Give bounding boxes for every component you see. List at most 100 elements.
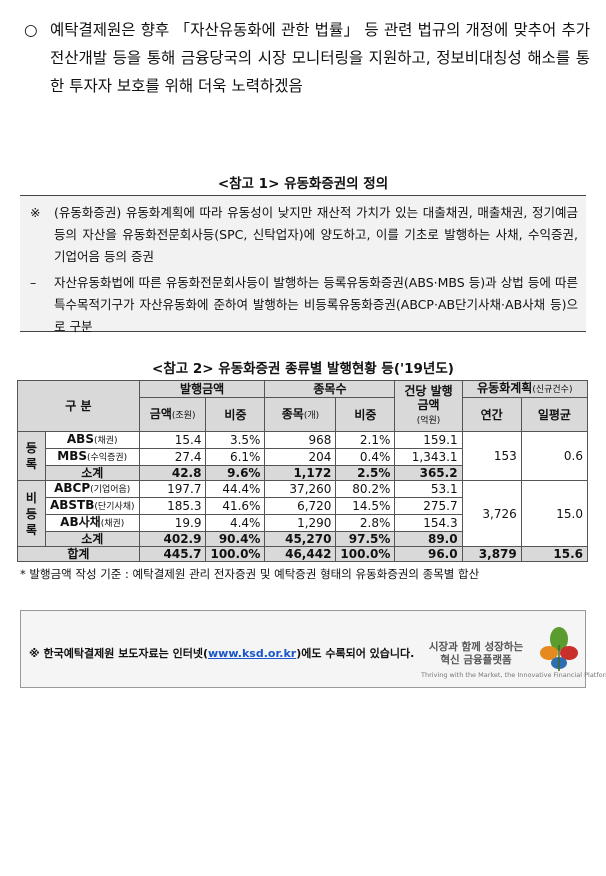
cell-count: 204 [264, 448, 337, 466]
cell-amount: 27.4 [138, 448, 207, 466]
header-amount-unit: (조원) [171, 410, 196, 421]
cell-count: 45,270 [264, 531, 337, 547]
slogan-line1: 시장과 함께 성장하는 [428, 641, 524, 653]
table-row: 비등록 ABCP(기업어음) 197.7 44.4% 37,260 80.2% … [17, 480, 589, 547]
header-plan: 유동화계획(신규건수) [461, 380, 589, 398]
header-avg-amount: 건당 발행금액 (억원) [394, 380, 463, 432]
ref1-definition: ※ (유동화증권) 유동화계획에 따라 유동성이 낮지만 재산적 가치가 있는 … [28, 202, 578, 268]
row-name-sub: (단기사채) [94, 502, 135, 512]
row-name-sub: (채권) [93, 436, 118, 446]
row-name-main: ABSTB [49, 498, 95, 512]
header-issue-amount: 발행금액 [138, 380, 266, 398]
header-share: 비중 [205, 397, 266, 432]
header-avg-unit: (억원) [416, 416, 441, 426]
row-name-sub: (채권) [100, 519, 125, 529]
banner-url-link[interactable]: www.ksd.or.kr [208, 647, 297, 660]
dash-icon: – [30, 275, 37, 290]
header-amount: 금액(조원) [138, 397, 207, 432]
cell-share: 9.6% [205, 465, 266, 481]
total-row: 합계 445.7 100.0% 46,442 100.0% 96.0 3,879… [17, 546, 589, 562]
ref1-note-text: 자산유동화법에 따른 유동화전문회사등이 발행하는 등록유동화증권(ABS·MB… [54, 275, 578, 334]
ref1-definition-box: ※ (유동화증권) 유동화계획에 따라 유동성이 낮지만 재산적 가치가 있는 … [20, 195, 586, 334]
issuance-table: 구 분 발행금액 종목수 건당 발행금액 (억원) 유동화계획(신규건수) 금액… [17, 380, 589, 562]
cell-avg: 96.0 [394, 546, 463, 562]
row-name-main: ABCP [54, 481, 91, 495]
circle-bullet-icon: ○ [24, 21, 38, 39]
row-name-sub: (기업어음) [90, 485, 131, 495]
ksd-leaf-logo-icon [540, 627, 578, 671]
cell-amount: 445.7 [138, 546, 207, 562]
ref1-title: <참고 1> 유동화증권의 정의 [217, 176, 389, 192]
header-count: 종목(개) [264, 397, 337, 432]
cell-share: 4.4% [205, 514, 266, 532]
cell-amount: 197.7 [138, 480, 207, 498]
cell-plan-annual: 3,726 [461, 480, 522, 547]
cell-count-share: 80.2% [335, 480, 396, 498]
cell-share: 3.5% [205, 431, 266, 449]
cell-avg: 154.3 [394, 514, 463, 532]
row-name: ABS(채권) [44, 431, 140, 449]
row-name: AB사채(채권) [44, 514, 140, 532]
row-name: ABSTB(단기사채) [44, 497, 140, 515]
row-name: 소계 [44, 531, 140, 547]
subtotal-row: 소계 402.9 90.4% 45,270 97.5% 89.0 [18, 531, 588, 547]
cell-amount: 15.4 [138, 431, 207, 449]
header-plan-unit: (신규건수) [532, 385, 573, 395]
banner-text-before: ※ 한국예탁결제원 보도자료는 인터넷( [29, 647, 209, 660]
header-issue-count: 종목수 [264, 380, 396, 398]
header-count-unit: (개) [303, 410, 320, 421]
row-name: 소계 [44, 465, 140, 481]
cell-count: 37,260 [264, 480, 337, 498]
cell-avg: 53.1 [394, 480, 463, 498]
unregistered-label: 비등록 [17, 480, 46, 547]
header-count-share: 비중 [335, 397, 396, 432]
cell-count: 6,720 [264, 497, 337, 515]
cell-plan-annual: 3,879 [461, 546, 522, 562]
header-annual: 연간 [461, 397, 522, 432]
cell-plan-daily: 0.6 [520, 431, 589, 481]
cell-share: 90.4% [205, 531, 266, 547]
row-name-main: AB사채 [60, 515, 101, 529]
banner-slogan-en: Thriving with the Market, the Innovative… [421, 671, 606, 679]
reference-mark-icon: ※ [30, 205, 41, 220]
banner-slogan: 시장과 함께 성장하는 혁신 금융플랫폼 [421, 641, 531, 667]
cell-count-share: 2.5% [335, 465, 396, 481]
cell-count: 1,290 [264, 514, 337, 532]
header-daily: 일평균 [520, 397, 589, 432]
cell-plan-daily: 15.0 [520, 480, 589, 547]
intro-paragraph: ○ 예탁결제원은 향후 「자산유동화에 관한 법률」 등 관련 법규의 개정에 … [24, 16, 590, 100]
press-banner: ※ 한국예탁결제원 보도자료는 인터넷(www.ksd.or.kr)에도 수록되… [20, 610, 606, 688]
slogan-line2: 혁신 금융플랫폼 [440, 654, 512, 666]
header-plan-label: 유동화계획 [477, 381, 533, 395]
cell-plan-annual: 153 [461, 431, 522, 481]
row-name: 합계 [17, 546, 140, 562]
cell-count-share: 97.5% [335, 531, 396, 547]
cell-amount: 185.3 [138, 497, 207, 515]
cell-count-share: 2.8% [335, 514, 396, 532]
header-avg-amount-label: 건당 발행금액 [404, 384, 453, 412]
table-footnote: * 발행금액 작성 기준 : 예탁결제원 관리 전자증권 및 예탁증권 형태의 … [20, 567, 480, 581]
ref2-title: <참고 2> 유동화증권 종류별 발행현황 등('19년도) [152, 361, 454, 377]
cell-amount: 19.9 [138, 514, 207, 532]
header-category: 구 분 [17, 380, 140, 432]
ref1-definition-text: (유동화증권) 유동화계획에 따라 유동성이 낮지만 재산적 가치가 있는 대출… [54, 205, 578, 264]
cell-count: 1,172 [264, 465, 337, 481]
table-row: 등록 ABS(채권) 15.4 3.5% 968 2.1% 159.1 153 … [17, 431, 589, 481]
cell-count: 968 [264, 431, 337, 449]
cell-avg: 275.7 [394, 497, 463, 515]
header-amount-label: 금액 [149, 406, 172, 421]
cell-avg: 159.1 [394, 431, 463, 449]
cell-count-share: 0.4% [335, 448, 396, 466]
cell-share: 41.6% [205, 497, 266, 515]
cell-count-share: 14.5% [335, 497, 396, 515]
cell-share: 44.4% [205, 480, 266, 498]
unregistered-label-text: 비등록 [25, 490, 37, 537]
subtotal-row: 소계 42.8 9.6% 1,172 2.5% 365.2 [18, 465, 588, 481]
ref1-note: – 자산유동화법에 따른 유동화전문회사등이 발행하는 등록유동화증권(ABS·… [28, 272, 578, 338]
cell-avg: 365.2 [394, 465, 463, 481]
cell-share: 6.1% [205, 448, 266, 466]
banner-text-after: )에도 수록되어 있습니다. [296, 647, 415, 660]
row-name-main: ABS [66, 432, 94, 446]
cell-amount: 42.8 [138, 465, 207, 481]
cell-amount: 402.9 [138, 531, 207, 547]
